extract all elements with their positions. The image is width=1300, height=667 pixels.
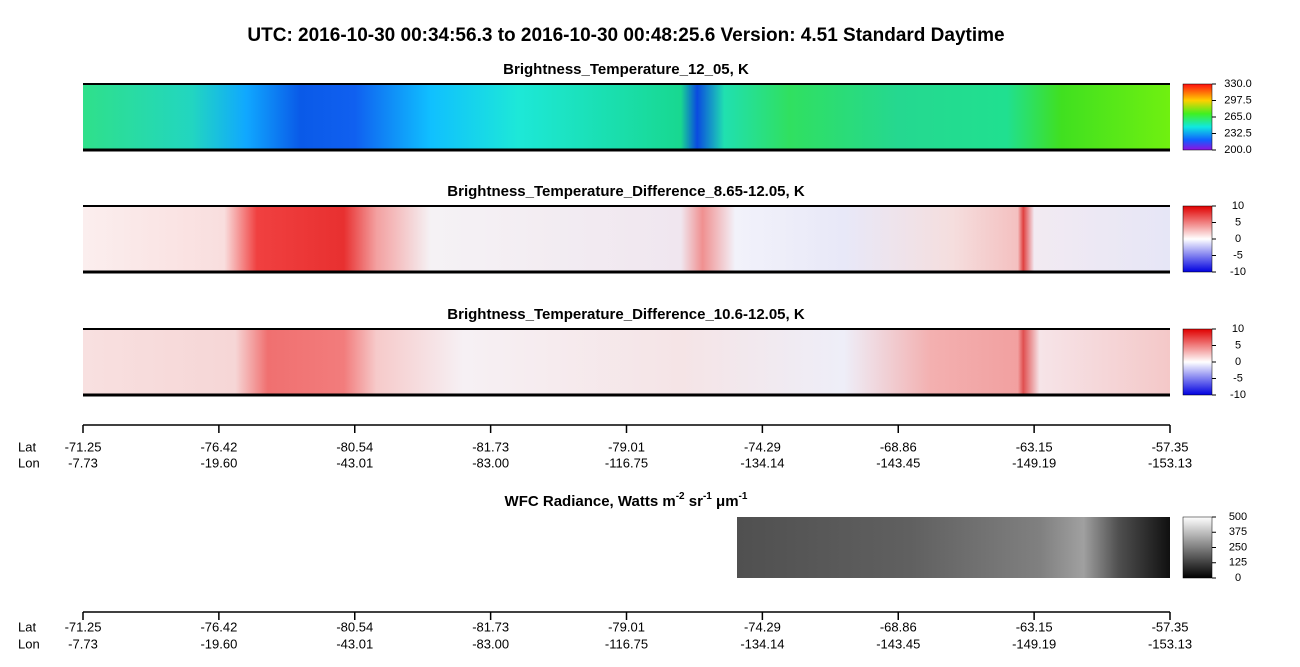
- lat-label: -80.54: [336, 439, 373, 454]
- title-part: μm: [712, 493, 739, 510]
- lon-label: -7.73: [68, 636, 98, 651]
- colorbar-label: 200.0: [1224, 144, 1252, 156]
- title-part: -1: [703, 491, 712, 502]
- panel-title: Brightness_Temperature_Difference_8.65-1…: [447, 183, 805, 200]
- colorbar-label: 0: [1235, 233, 1241, 245]
- lon-label: -83.00: [472, 636, 509, 651]
- lon-label: -43.01: [336, 455, 373, 470]
- lat-label: -63.15: [1016, 439, 1053, 454]
- axis-row-label: Lon: [18, 455, 40, 470]
- panel-title: Brightness_Temperature_Difference_10.6-1…: [447, 306, 805, 323]
- panel-title: WFC Radiance, Watts m-2 sr-1 μm-1: [505, 491, 748, 510]
- lon-label: -153.13: [1148, 455, 1192, 470]
- lon-label: -134.14: [740, 455, 784, 470]
- title-part: -2: [676, 491, 685, 502]
- lat-label: -79.01: [608, 619, 645, 634]
- colorbar-label: 5: [1235, 339, 1241, 351]
- colorbar-label: 0: [1235, 572, 1241, 584]
- heatmap: [83, 206, 1170, 272]
- lon-label: -153.13: [1148, 636, 1192, 651]
- colorbar-label: 232.5: [1224, 127, 1252, 139]
- heatmap: [737, 517, 1170, 578]
- lat-label: -81.73: [472, 619, 509, 634]
- lon-label: -143.45: [876, 636, 920, 651]
- colorbar-label: 10: [1232, 323, 1244, 335]
- colorbar-label: 297.5: [1224, 94, 1252, 106]
- page-title: UTC: 2016-10-30 00:34:56.3 to 2016-10-30…: [247, 25, 1004, 46]
- title-part: WFC Radiance, Watts m: [505, 493, 676, 510]
- axis-row-label: Lat: [18, 439, 36, 454]
- colorbar-label: 375: [1229, 526, 1247, 538]
- lat-label: -71.25: [65, 619, 102, 634]
- lon-label: -83.00: [472, 455, 509, 470]
- colorbar: [1182, 83, 1213, 151]
- colorbar-label: 10: [1232, 200, 1244, 212]
- lon-label: -43.01: [336, 636, 373, 651]
- lon-label: -149.19: [1012, 636, 1056, 651]
- colorbar: [1182, 205, 1213, 273]
- lat-label: -57.35: [1152, 619, 1189, 634]
- axis-row-label: Lat: [18, 619, 36, 634]
- colorbar-label: -10: [1230, 266, 1246, 278]
- title-part: sr: [685, 493, 704, 510]
- lon-label: -19.60: [200, 636, 237, 651]
- lat-label: -81.73: [472, 439, 509, 454]
- lat-label: -57.35: [1152, 439, 1189, 454]
- panel-title: Brightness_Temperature_12_05, K: [503, 61, 749, 78]
- axes: LatLon-71.25-7.73-76.42-19.60-80.54-43.0…: [18, 424, 1192, 651]
- colorbar-label: 5: [1235, 216, 1241, 228]
- colorbar: [1182, 516, 1213, 579]
- panels: Brightness_Temperature_12_05, K 330.0 297.…: [83, 61, 1252, 584]
- lon-label: -19.60: [200, 455, 237, 470]
- lat-label: -76.42: [200, 619, 237, 634]
- colorbar: [1182, 328, 1213, 396]
- colorbar-label: 0: [1235, 356, 1241, 368]
- heatmap: [83, 329, 1170, 395]
- lat-label: -76.42: [200, 439, 237, 454]
- axis-row-label: Lon: [18, 636, 40, 651]
- lon-label: -116.75: [605, 455, 648, 470]
- lon-label: -149.19: [1012, 455, 1056, 470]
- lat-label: -71.25: [65, 439, 102, 454]
- lon-label: -7.73: [68, 455, 98, 470]
- title-part: -1: [739, 491, 748, 502]
- lat-label: -68.86: [880, 619, 917, 634]
- colorbar-label: 250: [1229, 541, 1247, 553]
- lat-label: -63.15: [1016, 619, 1053, 634]
- colorbar-label: -5: [1233, 372, 1243, 384]
- heatmap: [83, 84, 1170, 150]
- colorbar-label: -10: [1230, 389, 1246, 401]
- colorbar-label: 500: [1229, 511, 1247, 523]
- lon-label: -116.75: [605, 636, 648, 651]
- lon-label: -134.14: [740, 636, 784, 651]
- lat-label: -68.86: [880, 439, 917, 454]
- lat-label: -79.01: [608, 439, 645, 454]
- lon-label: -143.45: [876, 455, 920, 470]
- colorbar-label: 125: [1229, 557, 1247, 569]
- colorbar-label: 265.0: [1224, 111, 1252, 123]
- lat-label: -74.29: [744, 619, 781, 634]
- colorbar-label: -5: [1233, 249, 1243, 261]
- colorbar-label: 330.0: [1224, 78, 1252, 90]
- lat-label: -80.54: [336, 619, 373, 634]
- lat-label: -74.29: [744, 439, 781, 454]
